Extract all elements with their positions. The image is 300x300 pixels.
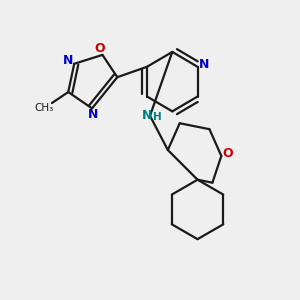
Text: N: N <box>62 54 73 67</box>
Text: H: H <box>153 112 162 122</box>
Text: O: O <box>223 147 233 160</box>
Text: N: N <box>199 58 209 71</box>
Text: CH₃: CH₃ <box>35 103 54 113</box>
Text: N: N <box>88 108 99 122</box>
Text: N: N <box>142 109 152 122</box>
Text: O: O <box>95 42 105 55</box>
